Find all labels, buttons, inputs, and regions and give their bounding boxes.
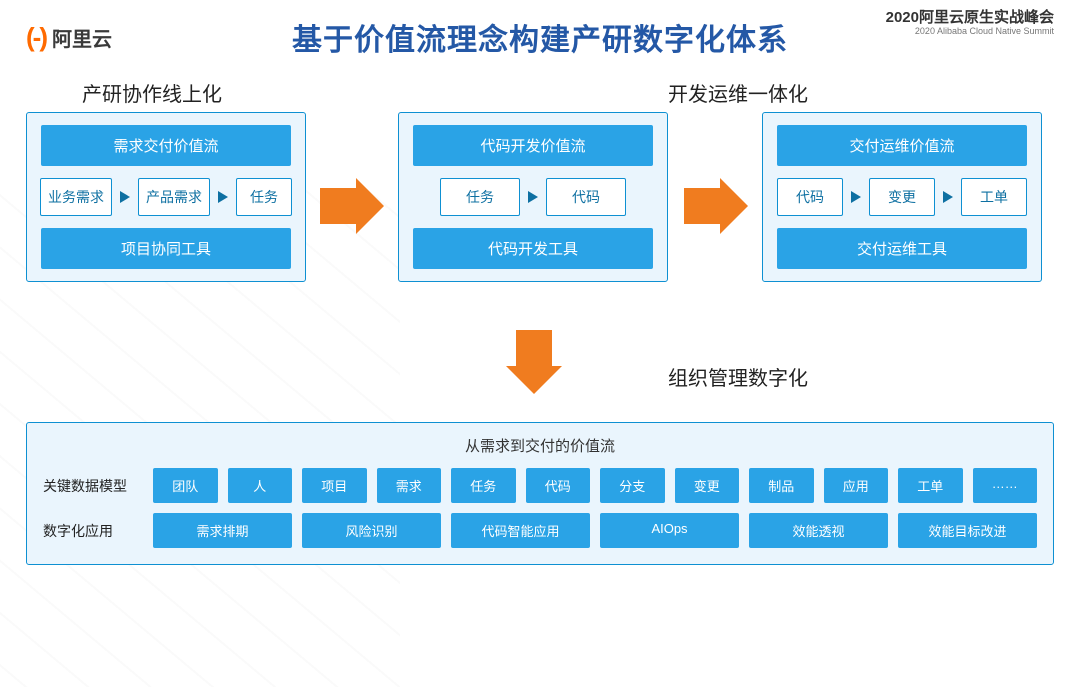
panel-b-flow: 任务 代码 bbox=[413, 178, 653, 216]
panel-collab: 需求交付价值流 业务需求 产品需求 任务 项目协同工具 bbox=[26, 112, 306, 282]
big-arrow-down-icon bbox=[506, 330, 562, 394]
arrow-icon bbox=[528, 191, 538, 203]
panel-ops: 交付运维价值流 代码 变更 工单 交付运维工具 bbox=[762, 112, 1042, 282]
logo-text: 阿里云 bbox=[52, 23, 112, 52]
panel-c-step-1: 代码 bbox=[777, 178, 843, 216]
panel-a-step-1: 业务需求 bbox=[40, 178, 112, 216]
arrow-icon bbox=[120, 191, 130, 203]
panel-c-bottom: 交付运维工具 bbox=[777, 228, 1027, 269]
panel-c-step-2: 变更 bbox=[869, 178, 935, 216]
panel-b-bottom: 代码开发工具 bbox=[413, 228, 653, 269]
panel-a-step-2: 产品需求 bbox=[138, 178, 210, 216]
model-chip: 代码 bbox=[526, 468, 591, 503]
row2-label: 数字化应用 bbox=[43, 521, 143, 541]
bottom-title: 从需求到交付的价值流 bbox=[43, 435, 1037, 456]
arrow-icon bbox=[851, 191, 861, 203]
big-arrow-icon bbox=[684, 178, 748, 234]
arrow-icon bbox=[943, 191, 953, 203]
app-chip: 代码智能应用 bbox=[451, 513, 590, 548]
label-collab: 产研协作线上化 bbox=[82, 78, 222, 107]
summit-cn: 2020阿里云原生实战峰会 bbox=[886, 10, 1054, 27]
panel-b-top: 代码开发价值流 bbox=[413, 125, 653, 166]
logo: (-) 阿里云 bbox=[26, 22, 112, 53]
panel-c-step-3: 工单 bbox=[961, 178, 1027, 216]
app-chip: 风险识别 bbox=[302, 513, 441, 548]
app-chip: 需求排期 bbox=[153, 513, 292, 548]
diagram-stage: 产研协作线上化 开发运维一体化 组织管理数字化 需求交付价值流 业务需求 产品需… bbox=[0, 60, 1080, 587]
arrow-icon bbox=[218, 191, 228, 203]
panel-c-flow: 代码 变更 工单 bbox=[777, 178, 1027, 216]
row-data-model: 关键数据模型 团队 人 项目 需求 任务 代码 分支 变更 制品 应用 工单 …… bbox=[43, 468, 1037, 503]
panel-b-step-2: 代码 bbox=[546, 178, 626, 216]
panel-c-top: 交付运维价值流 bbox=[777, 125, 1027, 166]
model-chip: 制品 bbox=[749, 468, 814, 503]
panel-b-step-1: 任务 bbox=[440, 178, 520, 216]
panel-dev: 代码开发价值流 任务 代码 代码开发工具 bbox=[398, 112, 668, 282]
panel-value-stream: 从需求到交付的价值流 关键数据模型 团队 人 项目 需求 任务 代码 分支 变更… bbox=[26, 422, 1054, 565]
model-chip: 项目 bbox=[302, 468, 367, 503]
logo-icon: (-) bbox=[26, 22, 46, 53]
label-org: 组织管理数字化 bbox=[668, 362, 808, 391]
label-devops: 开发运维一体化 bbox=[668, 78, 808, 107]
model-chip: 变更 bbox=[675, 468, 740, 503]
panel-a-flow: 业务需求 产品需求 任务 bbox=[41, 178, 291, 216]
big-arrow-icon bbox=[320, 178, 384, 234]
model-chip: 任务 bbox=[451, 468, 516, 503]
panel-a-top: 需求交付价值流 bbox=[41, 125, 291, 166]
row-digital-app: 数字化应用 需求排期 风险识别 代码智能应用 AIOps 效能透视 效能目标改进 bbox=[43, 513, 1037, 548]
summit-en: 2020 Alibaba Cloud Native Summit bbox=[886, 27, 1054, 37]
panel-a-bottom: 项目协同工具 bbox=[41, 228, 291, 269]
header: (-) 阿里云 基于价值流理念构建产研数字化体系 2020阿里云原生实战峰会 2… bbox=[0, 0, 1080, 60]
model-chip: 分支 bbox=[600, 468, 665, 503]
model-chip: …… bbox=[973, 468, 1038, 503]
model-chip: 需求 bbox=[377, 468, 442, 503]
model-chip: 人 bbox=[228, 468, 293, 503]
model-chip: 工单 bbox=[898, 468, 963, 503]
model-chip: 应用 bbox=[824, 468, 889, 503]
row1-label: 关键数据模型 bbox=[43, 476, 143, 496]
summit-badge: 2020阿里云原生实战峰会 2020 Alibaba Cloud Native … bbox=[886, 10, 1054, 36]
model-chip: 团队 bbox=[153, 468, 218, 503]
app-chip: 效能目标改进 bbox=[898, 513, 1037, 548]
page-title: 基于价值流理念构建产研数字化体系 bbox=[292, 15, 788, 59]
panel-a-step-3: 任务 bbox=[236, 178, 292, 216]
app-chip: AIOps bbox=[600, 513, 739, 548]
app-chip: 效能透视 bbox=[749, 513, 888, 548]
